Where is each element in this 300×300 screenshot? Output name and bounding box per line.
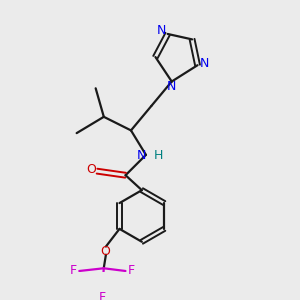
Text: O: O (100, 245, 110, 259)
Text: N: N (157, 24, 166, 37)
Text: F: F (70, 265, 77, 278)
Text: F: F (99, 291, 106, 300)
Text: F: F (128, 265, 135, 278)
Text: H: H (154, 149, 164, 162)
Text: O: O (86, 163, 96, 176)
Text: N: N (167, 80, 176, 93)
Text: N: N (200, 57, 209, 70)
Text: N: N (136, 149, 146, 162)
